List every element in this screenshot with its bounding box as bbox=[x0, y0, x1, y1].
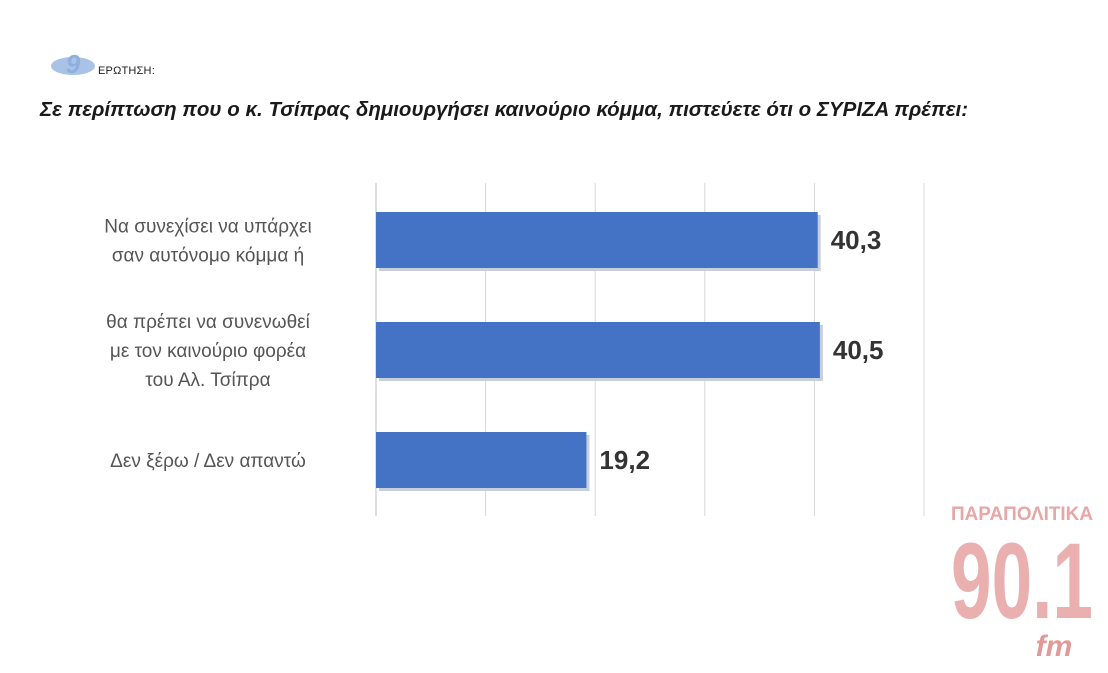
bar bbox=[376, 212, 818, 268]
bar bbox=[376, 322, 820, 378]
category-label: σαν αυτόνομο κόμμα ή bbox=[112, 246, 304, 267]
category-label: του Αλ. Τσίπρα bbox=[145, 370, 270, 391]
bar bbox=[376, 432, 587, 488]
category-label: Δεν ξέρω / Δεν απαντώ bbox=[110, 451, 306, 472]
category-label: με τον καινούριο φορέα bbox=[110, 341, 306, 362]
logo-band: fm bbox=[1036, 630, 1073, 663]
logo-frequency: 90.1 bbox=[951, 520, 1093, 641]
logo-top-text: ΠΑΡΑΠΟΛΙΤΙΚΑ bbox=[951, 504, 1093, 525]
question-number: 9 bbox=[66, 50, 81, 78]
category-label: θα πρέπει να συνενωθεί bbox=[106, 312, 311, 333]
data-label: 19,2 bbox=[599, 445, 650, 475]
question-label: ΕΡΩΤΗΣΗ: bbox=[98, 65, 155, 77]
question-number-badge: 9 bbox=[51, 50, 95, 78]
data-label: 40,5 bbox=[833, 335, 884, 365]
data-label: 40,3 bbox=[831, 225, 882, 255]
category-label: Να συνεχίσει να υπάρχει bbox=[104, 217, 311, 238]
question-text: Σε περίπτωση που ο κ. Τσίπρας δημιουργήσ… bbox=[40, 98, 969, 121]
radio-logo: ΠΑΡΑΠΟΛΙΤΙΚΑ 90.1 fm bbox=[951, 504, 1093, 663]
